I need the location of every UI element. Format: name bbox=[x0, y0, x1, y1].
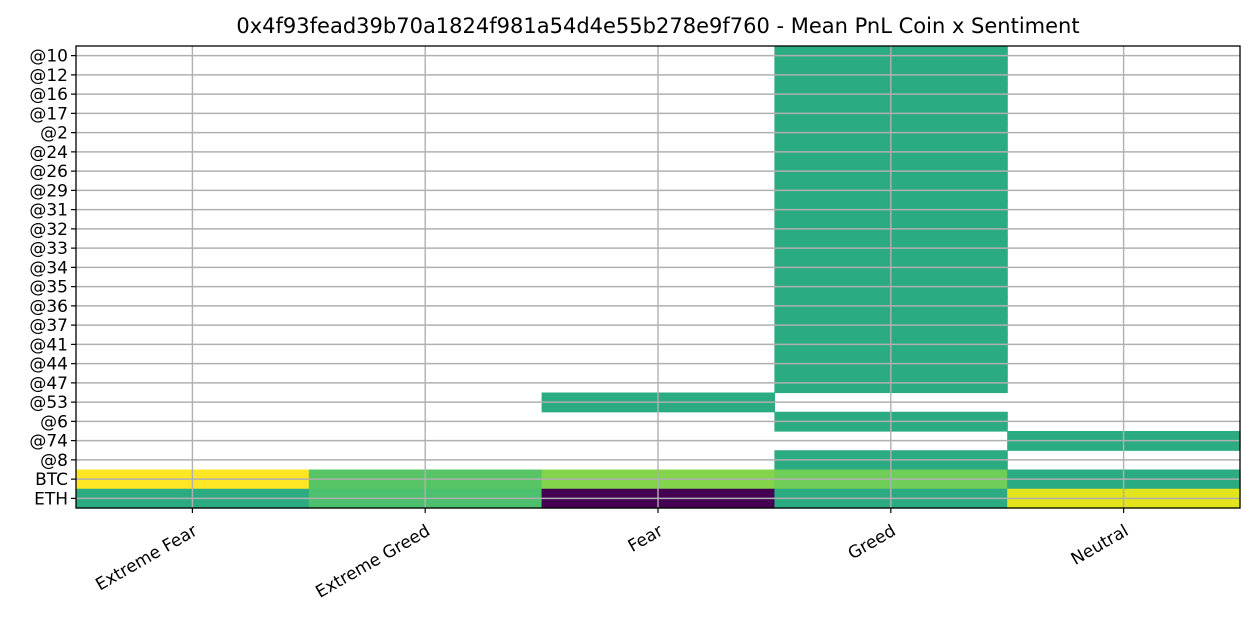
y-tick-label: @31 bbox=[29, 201, 68, 221]
y-tick-label: @2 bbox=[40, 124, 68, 144]
y-tick-label: @8 bbox=[40, 451, 68, 471]
y-tick-label: @29 bbox=[29, 181, 68, 201]
y-tick-label: @10 bbox=[29, 47, 68, 67]
y-axis: @10@12@16@17@2@24@26@29@31@32@33@34@35@3… bbox=[29, 47, 76, 509]
y-tick-label: @36 bbox=[29, 297, 68, 317]
y-tick-label: @12 bbox=[29, 66, 68, 86]
y-tick-label: BTC bbox=[35, 470, 68, 490]
chart-title: 0x4f93fead39b70a1824f981a54d4e55b278e9f7… bbox=[236, 14, 1079, 38]
y-tick-label: @53 bbox=[29, 393, 68, 413]
x-tick-label: Neutral bbox=[1068, 521, 1132, 570]
y-tick-label: @26 bbox=[29, 162, 68, 182]
grid-lines bbox=[76, 46, 1240, 508]
plot-frame bbox=[75, 45, 1241, 509]
x-tick-label: Greed bbox=[845, 521, 900, 564]
y-tick-label: @35 bbox=[29, 278, 68, 298]
x-tick-label: Fear bbox=[625, 521, 667, 557]
y-tick-label: @16 bbox=[29, 85, 68, 105]
y-tick-label: @37 bbox=[29, 316, 68, 336]
y-tick-label: @32 bbox=[29, 220, 68, 240]
y-tick-label: @6 bbox=[40, 412, 68, 432]
y-tick-label: @24 bbox=[29, 143, 68, 163]
y-tick-label: @74 bbox=[29, 432, 68, 452]
y-tick-label: @17 bbox=[29, 104, 68, 124]
y-tick-label: @33 bbox=[29, 239, 68, 259]
y-tick-label: @47 bbox=[29, 374, 68, 394]
x-tick-label: Extreme Fear bbox=[92, 521, 200, 595]
y-tick-label: @41 bbox=[29, 335, 68, 355]
x-tick-label: Extreme Greed bbox=[312, 521, 433, 603]
x-axis: Extreme Fear Extreme Greed Fear Greed Neutra… bbox=[92, 508, 1132, 603]
y-tick-label: ETH bbox=[34, 489, 68, 509]
y-tick-label: @44 bbox=[29, 355, 68, 375]
y-tick-label: @34 bbox=[29, 258, 68, 278]
